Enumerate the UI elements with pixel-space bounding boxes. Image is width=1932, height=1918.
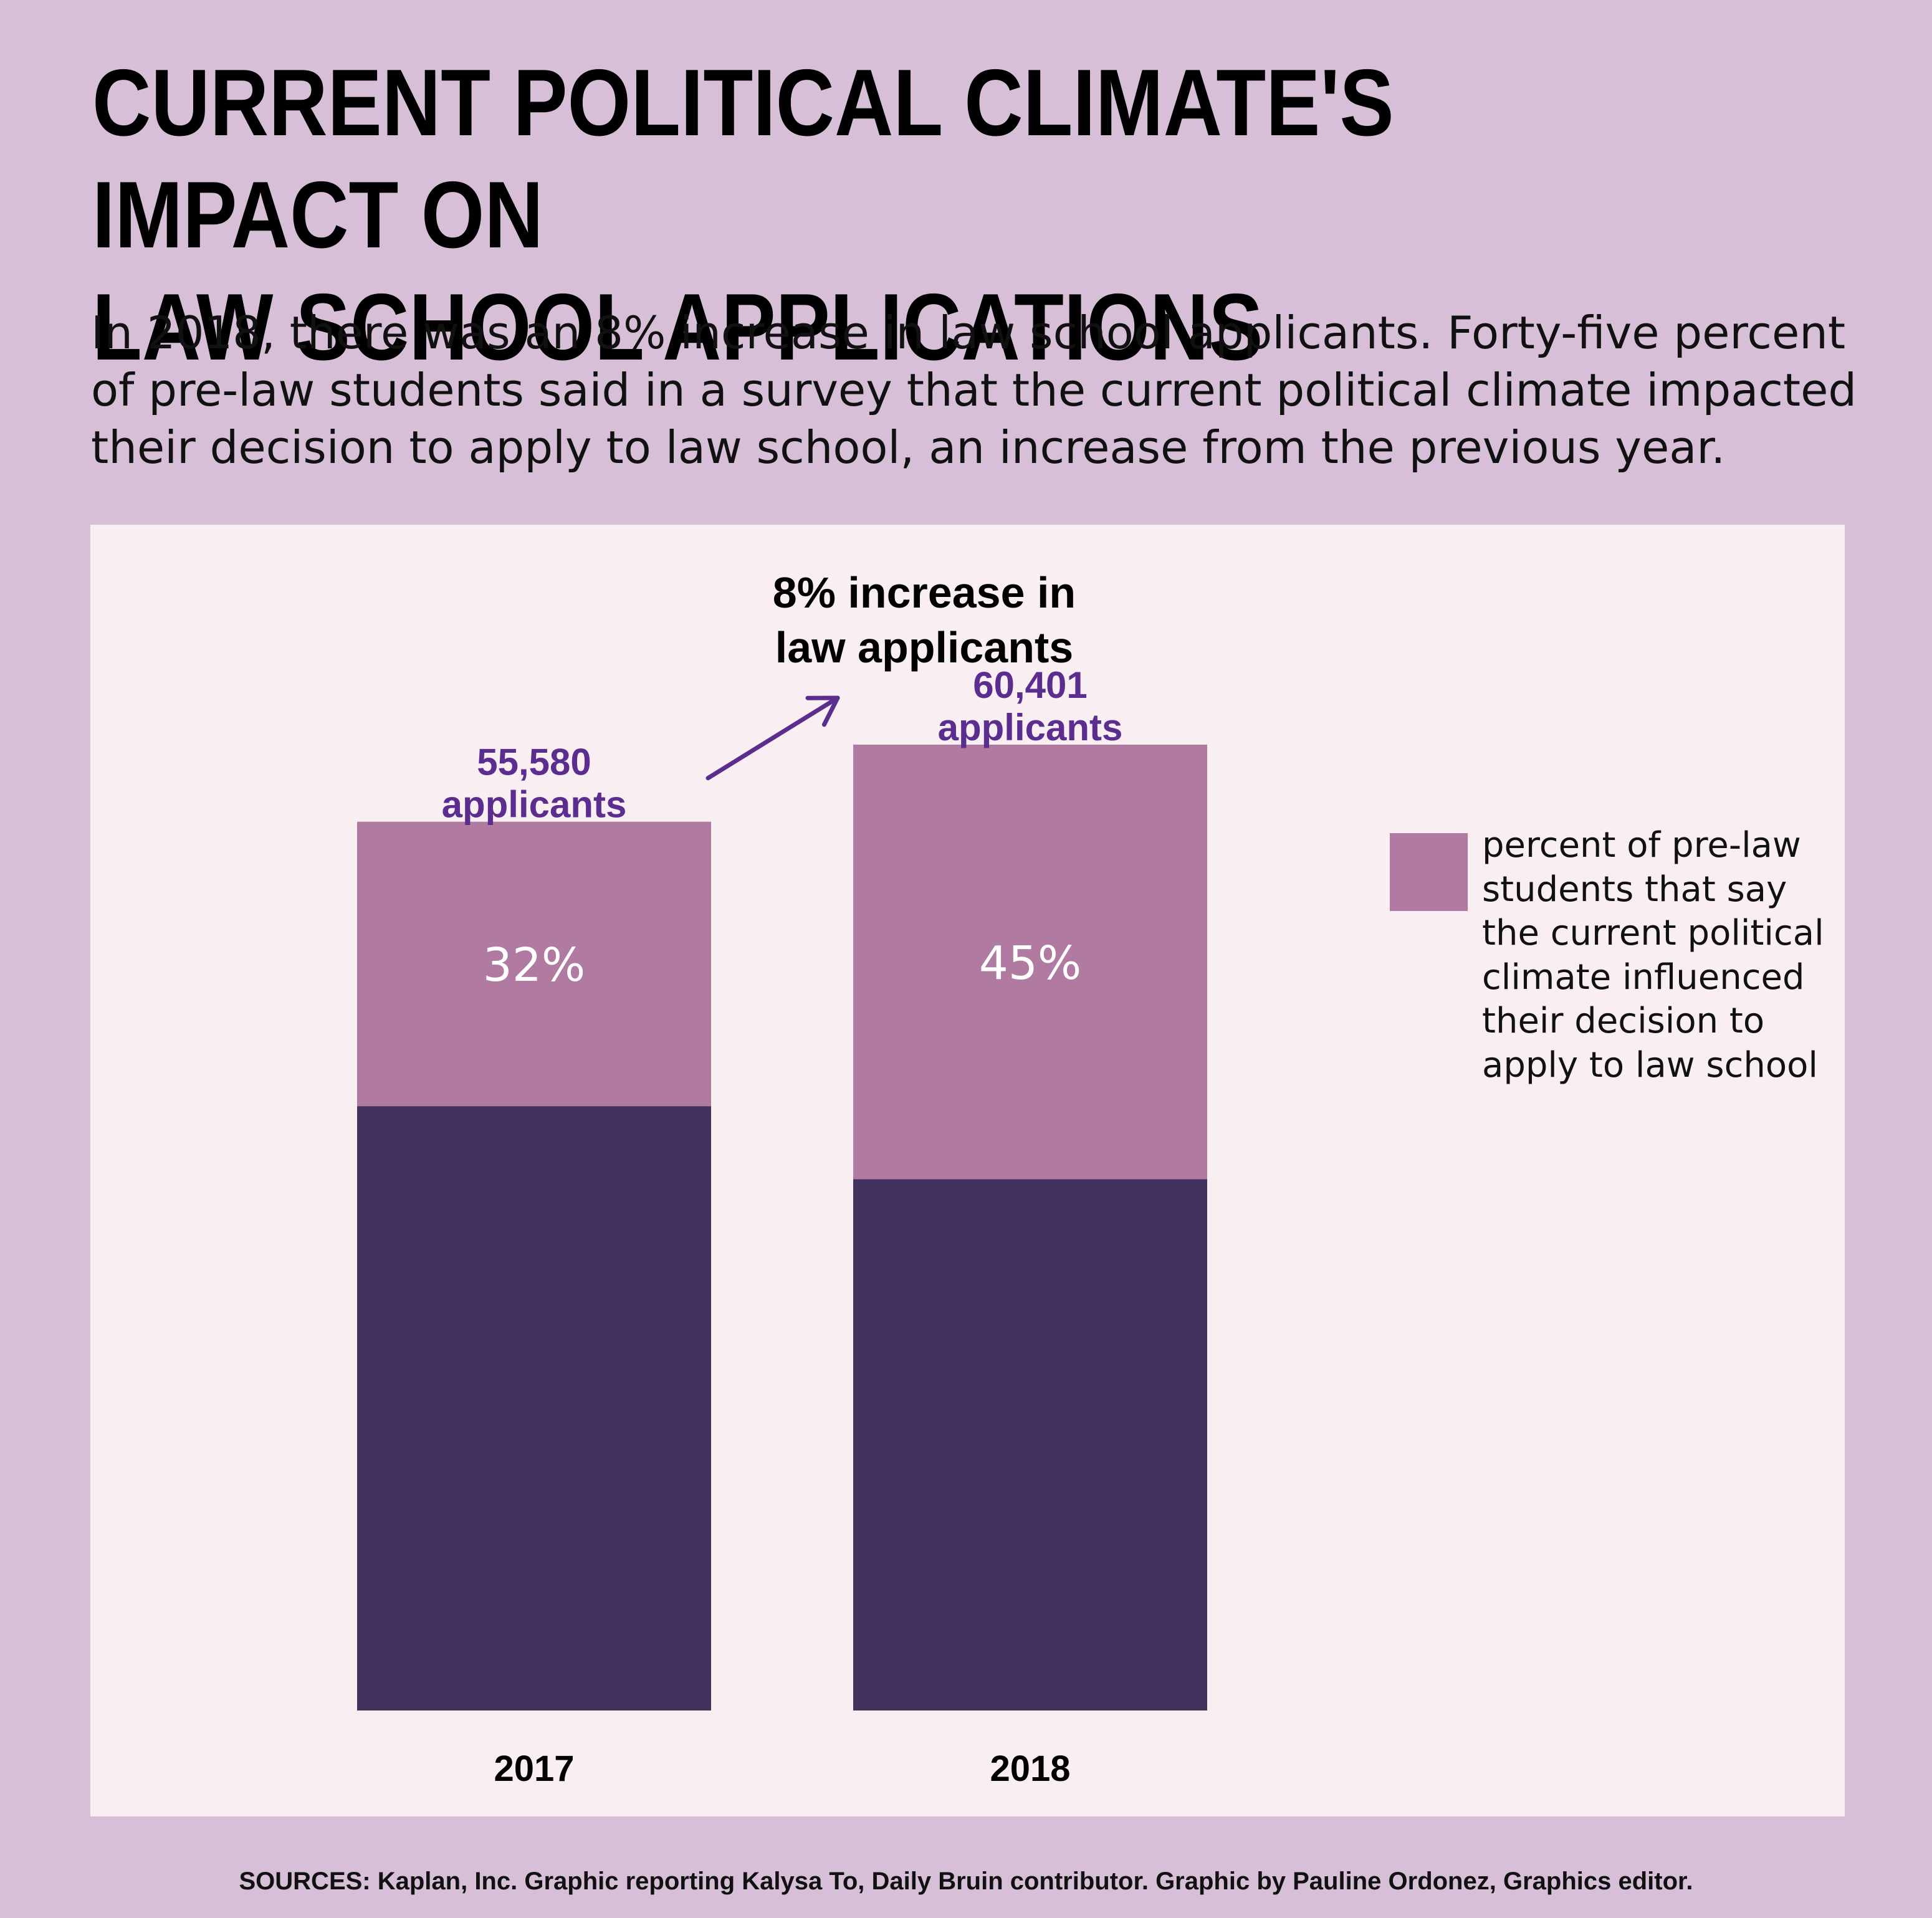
total-label-2017: 55,580 applicants	[442, 742, 627, 826]
bar-influenced-2017	[357, 821, 711, 1107]
percent-label-2017: 32%	[483, 938, 585, 992]
increase-annotation: 8% increase in law applicants	[773, 568, 1076, 672]
legend-swatch-influenced	[1390, 833, 1468, 911]
x-tick-label-2018: 2018	[990, 1749, 1070, 1789]
source-credit: SOURCES: Kaplan, Inc. Graphic reporting …	[239, 1868, 1693, 1895]
legend-label-influenced: percent of pre-law students that say the…	[1482, 825, 1824, 1085]
increase-arrow-line	[705, 695, 840, 781]
total-label-2018: 60,401 applicants	[938, 664, 1123, 748]
page-subtitle: In 2018, there was an 8% increase in law…	[91, 307, 1857, 474]
page-title: CURRENT POLITICAL CLIMATE'S IMPACT ON LA…	[92, 50, 1394, 380]
percent-label-2018: 45%	[979, 937, 1081, 990]
chart-panel: 32% 55,580 applicants 2017 45% 60,401 applican…	[90, 525, 1845, 1816]
bar-base-2017	[357, 1106, 711, 1710]
bar-influenced-2018	[853, 745, 1207, 1180]
stacked-bar-chart: 32% 55,580 applicants 2017 45% 60,401 applican…	[357, 568, 1207, 1789]
bar-base-2018	[853, 1179, 1207, 1710]
increase-arrow-head	[805, 695, 840, 727]
x-tick-label-2017: 2017	[494, 1749, 574, 1789]
